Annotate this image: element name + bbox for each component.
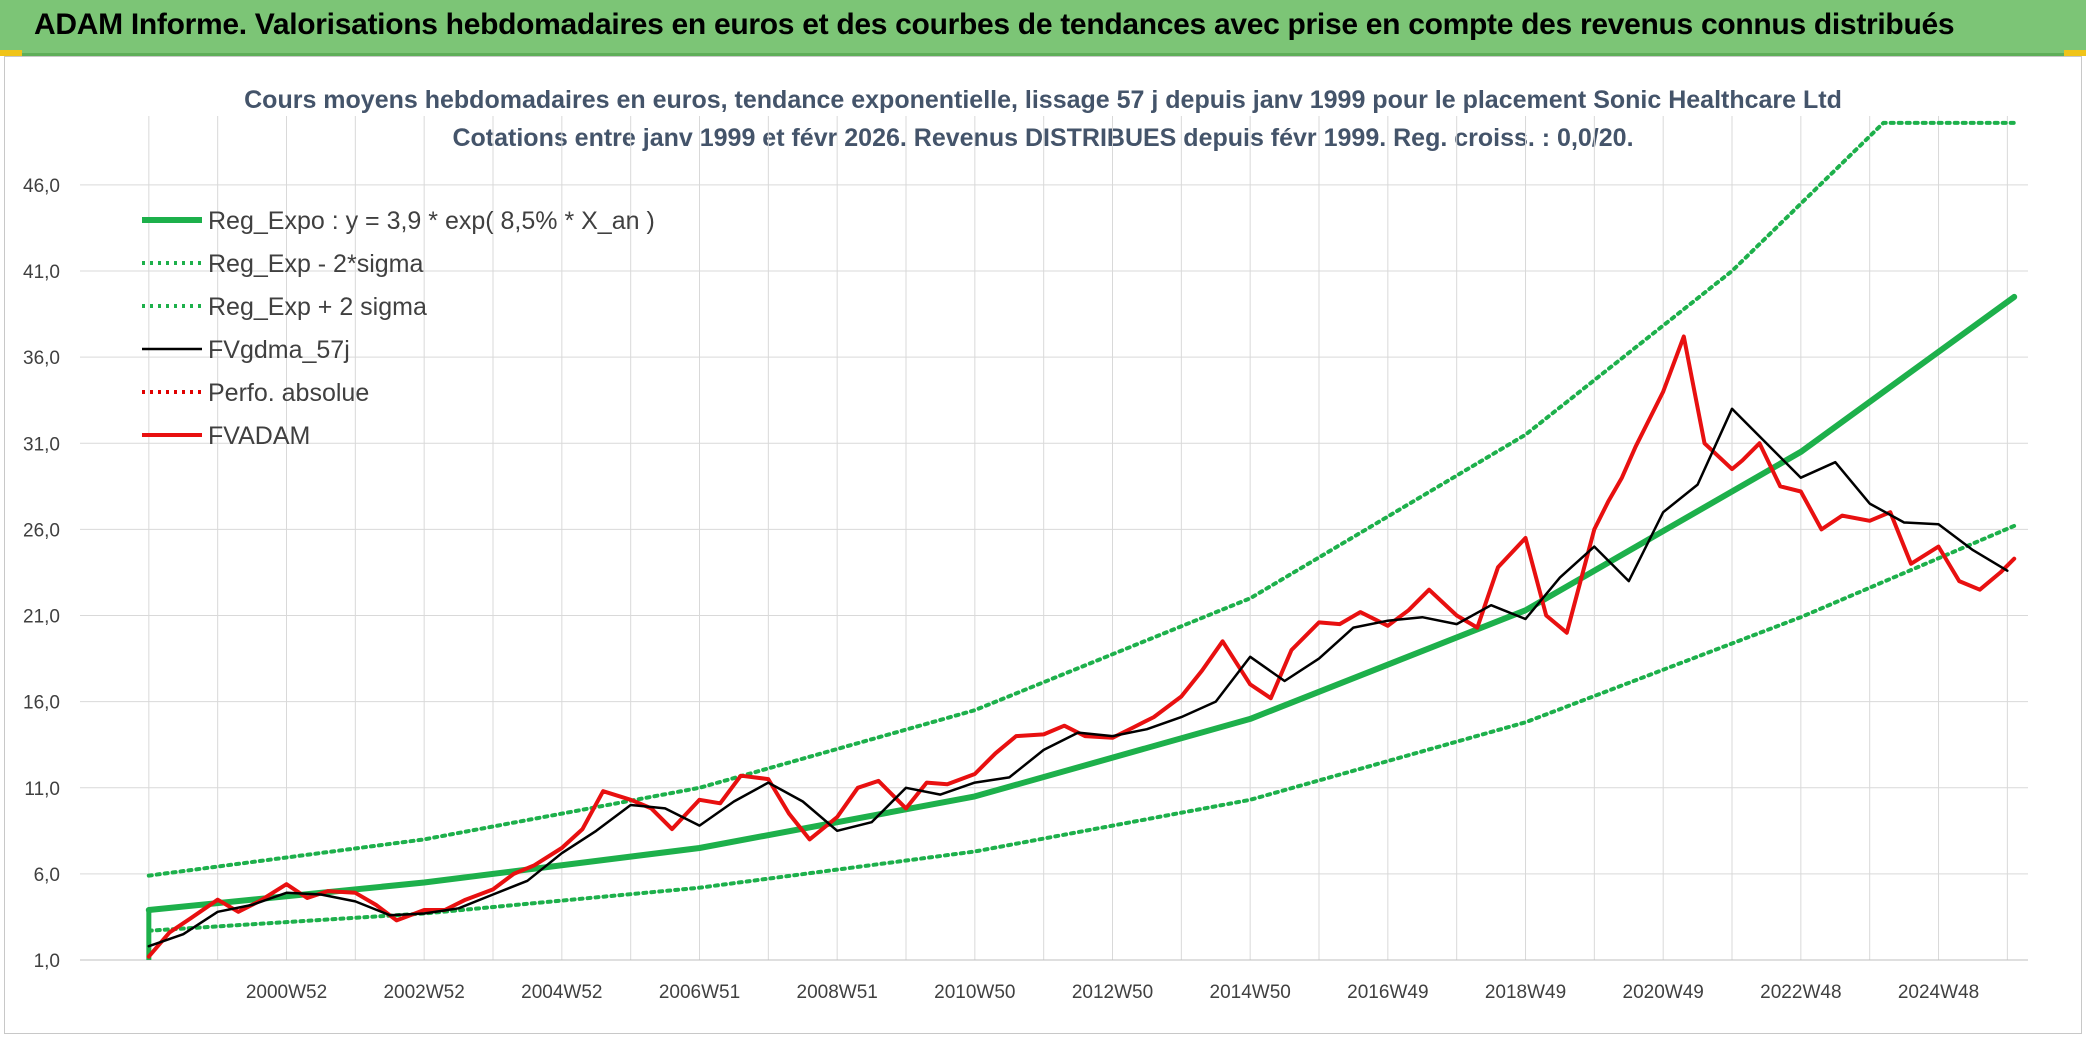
header-corner-left bbox=[0, 50, 22, 56]
legend-label: Reg_Exp - 2*sigma bbox=[208, 250, 423, 278]
series-line bbox=[146, 120, 2017, 878]
chart-title-line1: Cours moyens hebdomadaires en euros, ten… bbox=[244, 86, 1842, 114]
grid-lines bbox=[80, 116, 2028, 961]
y-tick-label: 36,0 bbox=[23, 348, 60, 369]
x-tick-label: 2012W50 bbox=[1072, 982, 1153, 1003]
x-axis: 2000W52 2002W52 2004W52 2006W51 2008W51 2010W… bbox=[80, 959, 2028, 1003]
series-line bbox=[146, 334, 2017, 959]
x-tick-label: 2006W51 bbox=[659, 982, 740, 1003]
x-tick-label: 2004W52 bbox=[521, 982, 602, 1003]
x-tick-label: 2018W49 bbox=[1485, 982, 1566, 1003]
y-tick-label: 21,0 bbox=[23, 607, 60, 628]
x-tick-label: 2024W48 bbox=[1898, 982, 1979, 1003]
series-line bbox=[145, 293, 2018, 913]
y-tick-label: 16,0 bbox=[23, 693, 60, 714]
report-header: ADAM Informe. Valorisations hebdomadaire… bbox=[0, 0, 2086, 56]
x-tick-label: 2008W51 bbox=[797, 982, 878, 1003]
x-tick-label: 2010W50 bbox=[934, 982, 1015, 1003]
y-tick-label: 11,0 bbox=[24, 779, 60, 800]
y-tick-label: 41,0 bbox=[23, 262, 60, 283]
series-line bbox=[146, 523, 2017, 933]
legend-label: Reg_Expo : y = 3,9 * exp( 8,5% * X_an ) bbox=[208, 207, 655, 235]
x-tick-label: 2000W52 bbox=[246, 982, 327, 1003]
x-tick-label: 2022W48 bbox=[1760, 982, 1841, 1003]
y-tick-label: 1,0 bbox=[34, 951, 60, 972]
header-corner-right bbox=[2064, 50, 2086, 56]
chart-title-line2: Cotations entre janv 1999 et févr 2026. … bbox=[452, 124, 1634, 152]
legend-label: Perfo. absolue bbox=[208, 379, 369, 407]
legend-label: FVgdma_57j bbox=[208, 336, 350, 364]
report-title: ADAM Informe. Valorisations hebdomadaire… bbox=[34, 8, 1955, 41]
y-tick-label: 46,0 bbox=[23, 176, 60, 197]
chart-frame bbox=[4, 56, 2082, 1034]
x-tick-label: 2020W49 bbox=[1623, 982, 1704, 1003]
series-lines bbox=[145, 120, 2018, 960]
x-tick-label: 2002W52 bbox=[383, 982, 464, 1003]
y-axis: 1,0 6,0 11,0 16,0 21,0 26,0 31,0 36,0 41,0 46,0 bbox=[23, 176, 60, 972]
y-tick-label: 26,0 bbox=[23, 520, 60, 541]
legend: Reg_Expo : y = 3,9 * exp( 8,5% * X_an ) R… bbox=[142, 207, 655, 450]
legend-label: Reg_Exp + 2 sigma bbox=[208, 293, 427, 321]
x-tick-label: 2016W49 bbox=[1347, 982, 1428, 1003]
y-tick-label: 31,0 bbox=[23, 434, 60, 455]
y-tick-label: 6,0 bbox=[34, 865, 60, 886]
legend-label: FVADAM bbox=[208, 422, 310, 450]
series-line bbox=[147, 407, 2009, 948]
x-tick-label: 2014W50 bbox=[1210, 982, 1291, 1003]
